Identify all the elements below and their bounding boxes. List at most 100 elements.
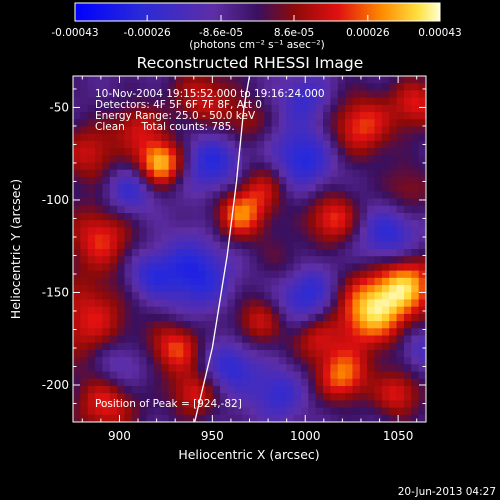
heatmap-cell	[161, 414, 170, 422]
heatmap-cell	[308, 256, 317, 265]
heatmap-cell	[403, 119, 412, 128]
heatmap-cell	[146, 328, 155, 337]
heatmap-cell	[374, 227, 383, 236]
heatmap-cell	[286, 140, 295, 149]
heatmap-cell	[117, 198, 126, 207]
heatmap-cell	[418, 234, 426, 243]
heatmap-cell	[139, 234, 148, 243]
heatmap-cell	[389, 83, 398, 92]
heatmap-cell	[161, 328, 170, 337]
heatmap-cell	[183, 299, 192, 308]
heatmap-cell	[205, 212, 214, 221]
heatmap-cell	[278, 76, 287, 84]
heatmap-cell	[271, 198, 280, 207]
heatmap-cell	[102, 126, 111, 135]
y-tick-label: -150	[42, 285, 69, 299]
heatmap-cell	[124, 378, 133, 387]
heatmap-cell	[278, 328, 287, 337]
heatmap-cell	[80, 205, 89, 214]
heatmap-cell	[352, 306, 361, 315]
heatmap-cell	[345, 227, 354, 236]
heatmap-cell	[73, 292, 81, 301]
heatmap-cell	[293, 112, 302, 120]
heatmap-cell	[175, 256, 184, 265]
heatmap-cell	[389, 148, 398, 156]
heatmap-cell	[139, 292, 148, 301]
heatmap-cell	[403, 407, 412, 416]
heatmap-cell	[198, 198, 206, 207]
heatmap-cell	[131, 277, 140, 286]
heatmap-cell	[146, 169, 155, 178]
heatmap-cell	[249, 198, 258, 207]
heatmap-cell	[139, 155, 148, 164]
heatmap-cell	[381, 184, 390, 192]
heatmap-cell	[109, 249, 118, 257]
heatmap-cell	[337, 140, 346, 149]
heatmap-cell	[315, 299, 324, 308]
heatmap-cell	[323, 385, 331, 394]
heatmap-cell	[109, 321, 118, 329]
heatmap-cell	[396, 227, 405, 236]
heatmap-cell	[264, 234, 273, 243]
heatmap-cell	[168, 285, 177, 293]
heatmap-cell	[359, 371, 368, 380]
heatmap-cell	[220, 407, 229, 416]
heatmap-cell	[205, 205, 214, 214]
heatmap-cell	[227, 133, 236, 142]
heatmap-cell	[315, 357, 324, 365]
heatmap-cell	[396, 349, 405, 358]
heatmap-cell	[308, 385, 317, 394]
heatmap-cell	[271, 104, 280, 113]
heatmap-cell	[190, 263, 199, 272]
heatmap-cell	[411, 263, 420, 272]
heatmap-cell	[367, 155, 376, 164]
heatmap-cell	[220, 198, 229, 207]
heatmap-cell	[109, 393, 118, 401]
heatmap-cell	[330, 270, 339, 279]
heatmap-cell	[315, 249, 324, 257]
heatmap-cell	[278, 357, 287, 365]
heatmap-cell	[95, 97, 104, 106]
heatmap-cell	[359, 400, 368, 409]
heatmap-cell	[411, 184, 420, 192]
heatmap-cell	[124, 393, 133, 401]
heatmap-cell	[80, 335, 89, 344]
heatmap-cell	[293, 249, 302, 257]
heatmap-cell	[190, 385, 199, 394]
heatmap-cell	[161, 169, 170, 178]
heatmap-cell	[396, 119, 405, 128]
heatmap-cell	[95, 321, 104, 329]
heatmap-cell	[87, 162, 96, 171]
heatmap-cell	[374, 148, 383, 156]
heatmap-cell	[264, 76, 273, 84]
heatmap-cell	[330, 306, 339, 315]
heatmap-cell	[87, 212, 96, 221]
heatmap-cell	[146, 299, 155, 308]
heatmap-cell	[80, 90, 89, 99]
heatmap-cell	[234, 263, 243, 272]
heatmap-cell	[286, 328, 295, 337]
heatmap-cell	[102, 227, 111, 236]
heatmap-cell	[278, 249, 287, 257]
chart-title: Reconstructed RHESSI Image	[137, 54, 364, 72]
heatmap-cell	[367, 162, 376, 171]
heatmap-cell	[278, 212, 287, 221]
heatmap-cell	[124, 119, 133, 128]
heatmap-cell	[212, 212, 221, 221]
heatmap-cell	[403, 227, 412, 236]
heatmap-cell	[337, 119, 346, 128]
heatmap-cell	[168, 306, 177, 315]
heatmap-cell	[220, 126, 229, 135]
heatmap-cell	[87, 249, 96, 257]
heatmap-cell	[256, 256, 265, 265]
heatmap-cell	[109, 364, 118, 373]
heatmap-cell	[168, 184, 177, 192]
heatmap-cell	[227, 407, 236, 416]
heatmap-cell	[323, 414, 331, 422]
heatmap-cell	[278, 400, 287, 409]
heatmap-cell	[418, 371, 426, 380]
heatmap-cell	[308, 335, 317, 344]
heatmap-cell	[278, 299, 287, 308]
heatmap-cell	[234, 140, 243, 149]
heatmap-cell	[293, 148, 302, 156]
